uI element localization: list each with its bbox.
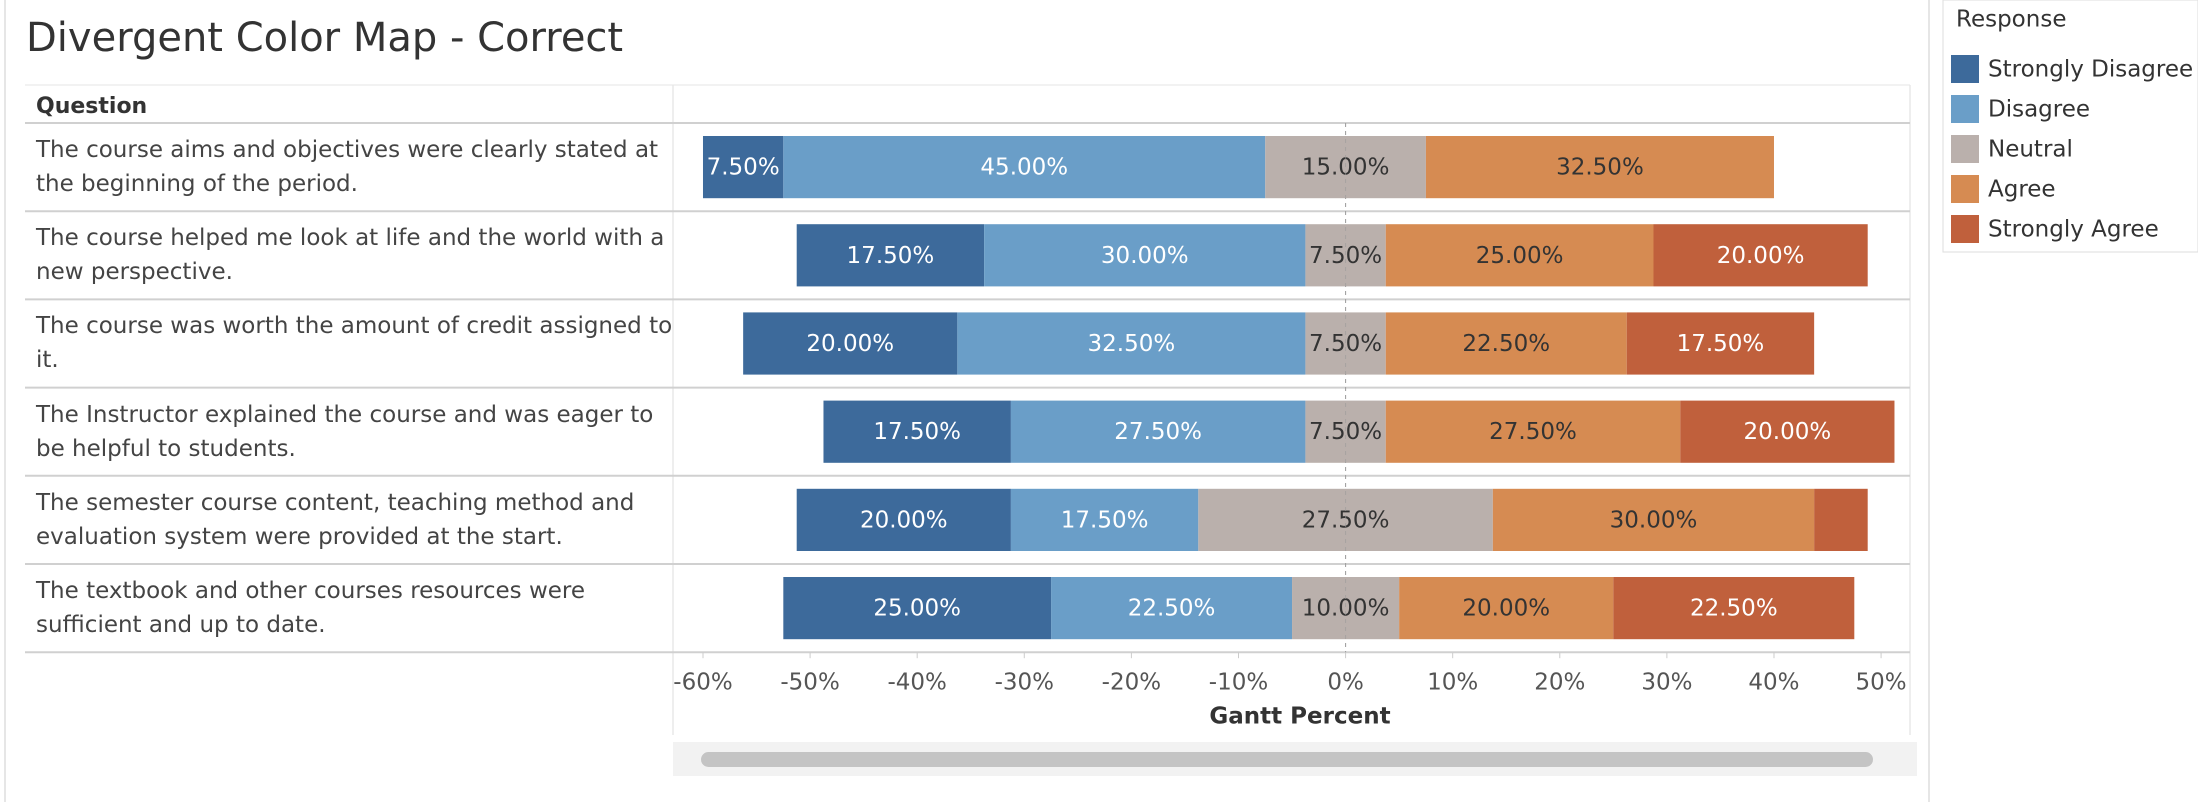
legend-swatch [1951,95,1979,123]
value-label: 17.50% [1061,507,1149,533]
value-label: 17.50% [1677,331,1765,357]
bar-segment [984,224,1306,287]
value-label: 25.00% [1476,243,1564,269]
bar-segment [1010,488,1199,551]
bar-segment [702,136,784,199]
bar-segment [1492,488,1815,551]
legend-label: Disagree [1988,97,2090,123]
value-label: 22.50% [1690,596,1778,622]
bar-segment [1814,488,1868,551]
bar-segment [1051,577,1293,640]
legend-label: Neutral [1988,137,2073,163]
value-label: 17.50% [873,419,961,445]
x-tick-label: 10% [1427,670,1478,696]
x-tick-label: -10% [1209,670,1268,696]
x-tick-label: -40% [887,670,946,696]
x-tick-label: -20% [1102,670,1161,696]
value-label: 10.00% [1302,596,1390,622]
legend-label: Strongly Agree [1988,217,2159,243]
value-label: 27.50% [1114,419,1202,445]
value-label: 25.00% [873,596,961,622]
bar-segment [743,312,958,375]
bar-segment [1626,312,1815,375]
legend-swatch [1951,135,1979,163]
value-label: 20.00% [1744,419,1832,445]
bar-segment [1613,577,1855,640]
bar-segment [1399,577,1614,640]
x-axis-title: Gantt Percent [1209,704,1390,730]
x-tick-label: 30% [1641,670,1692,696]
bar-segment [1385,400,1681,463]
legend-swatch [1951,55,1979,83]
value-label: 7.50% [1309,243,1382,269]
value-label: 7.50% [707,155,780,181]
x-tick-label: 40% [1748,670,1799,696]
value-label: 7.50% [1309,419,1382,445]
value-label: 27.50% [1489,419,1577,445]
legend-swatch [1951,175,1979,203]
x-tick-label: -60% [673,670,732,696]
bar-segment [1010,400,1306,463]
value-label: 17.50% [847,243,935,269]
bar-segment [783,136,1266,199]
legend-label: Agree [1988,177,2056,203]
value-label: 20.00% [860,507,948,533]
value-label: 32.50% [1556,155,1644,181]
value-label: 20.00% [1717,243,1805,269]
bar-segment [957,312,1306,375]
question-label: The course was worth the amount of credi… [36,313,673,374]
question-label: The textbook and other courses resources… [36,578,586,638]
value-label: 30.00% [1101,243,1189,269]
value-label: 22.50% [1128,596,1216,622]
legend-title: Response [1956,7,2066,33]
value-label: 45.00% [980,155,1068,181]
scrollbar-thumb[interactable] [701,752,1873,767]
question-label: The course aims and objectives were clea… [36,137,659,197]
value-label: 32.50% [1088,331,1176,357]
bar-segment [796,488,1011,551]
legend-swatch [1951,215,1979,243]
legend-label: Strongly Disagree [1988,57,2193,83]
x-tick-label: 0% [1327,670,1364,696]
x-tick-label: -30% [995,670,1054,696]
value-label: 22.50% [1462,331,1550,357]
value-label: 30.00% [1610,507,1698,533]
question-label: The course helped me look at life and th… [36,225,665,286]
bar-segment [796,224,985,287]
x-tick-label: -50% [780,670,839,696]
bar-segment [1653,224,1868,287]
value-label: 7.50% [1309,331,1382,357]
legend-box [1942,0,2198,253]
bar-segment [1385,224,1654,287]
bar-segment [823,400,1011,463]
x-tick-label: 50% [1856,670,1907,696]
chart-title: Divergent Color Map - Correct [26,15,623,61]
bar-segment [1680,400,1895,463]
bar-segment [1385,312,1627,375]
value-label: 20.00% [806,331,894,357]
value-label: 20.00% [1462,596,1550,622]
bar-segment [1425,136,1774,199]
bar-segment [783,577,1052,640]
question-label: The semester course content, teaching me… [36,489,635,550]
column-header: Question [36,94,147,119]
question-label: The Instructor explained the course and … [36,401,654,462]
value-label: 27.50% [1302,507,1390,533]
x-tick-label: 20% [1534,670,1585,696]
